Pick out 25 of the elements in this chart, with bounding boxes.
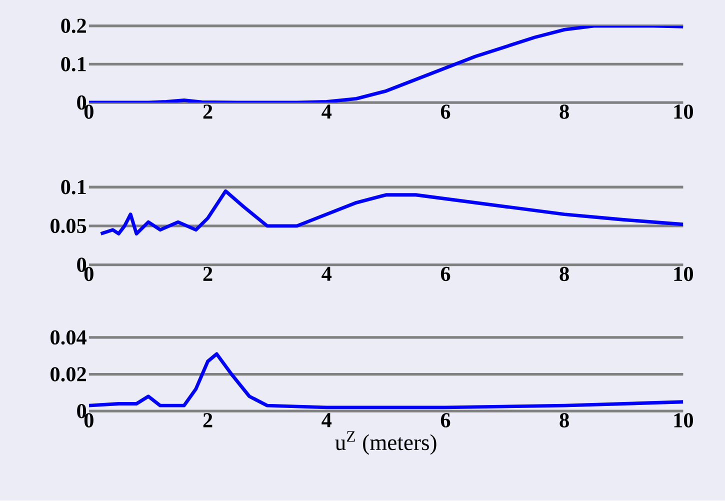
x-tick-label: 10 xyxy=(674,266,693,282)
x-tick-label: 8 xyxy=(560,266,569,282)
x-tick-label: 4 xyxy=(322,266,332,281)
line-series xyxy=(88,352,684,410)
x-tick-label: 8 xyxy=(560,104,569,120)
y-tick-label: 0 xyxy=(77,404,86,418)
y-tick-label: 0.1 xyxy=(61,57,86,72)
y-tick-label: 0 xyxy=(77,96,86,110)
x-tick-label: 6 xyxy=(440,413,450,428)
x-tick-label: 2 xyxy=(203,104,212,119)
x-tick-label: 4 xyxy=(322,104,332,119)
x-tick-label: 6 xyxy=(440,104,450,119)
x-axis-title: u$^{Z}$ (meters) xyxy=(335,431,436,455)
x-tick-label: 6 xyxy=(440,266,450,282)
x-tick-label: 2 xyxy=(203,413,212,428)
x-tick-label: 10 xyxy=(674,413,693,428)
y-tick-label: 0.1 xyxy=(61,180,86,194)
x-tick-label: 4 xyxy=(322,413,332,428)
x-tick-label: 8 xyxy=(560,413,569,428)
y-tick-label: 0.05 xyxy=(50,218,86,234)
y-tick-label: 0.02 xyxy=(50,367,86,382)
x-tick-label: 10 xyxy=(674,104,693,120)
x-tick-label: 2 xyxy=(203,266,212,282)
y-tick-label: 0.2 xyxy=(61,18,86,34)
y-tick-label: 0.04 xyxy=(50,330,86,345)
